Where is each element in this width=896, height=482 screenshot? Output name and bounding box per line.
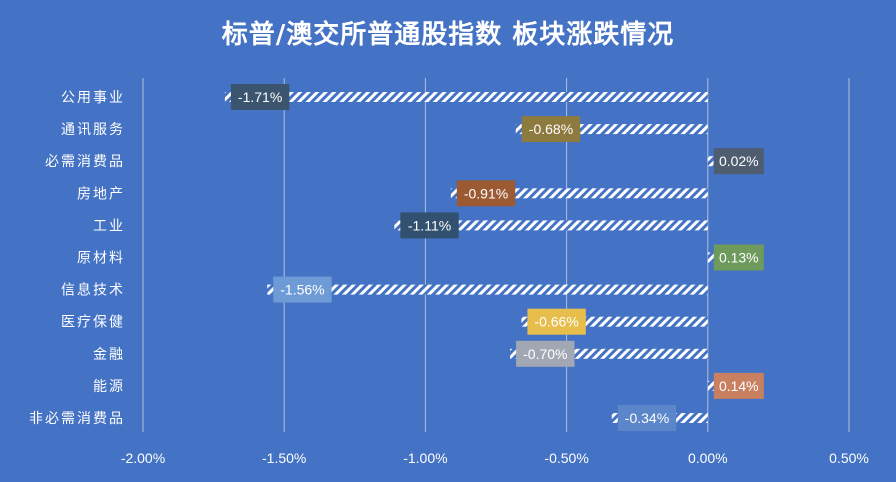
- data-label-box: [400, 212, 459, 239]
- category-label: 金融: [93, 347, 125, 363]
- bar: [267, 284, 708, 295]
- data-label: -0.66%: [527, 308, 586, 335]
- x-tick-label: 0.00%: [688, 450, 728, 466]
- data-label-box: [617, 405, 677, 431]
- x-tick-label: -1.00%: [403, 450, 447, 466]
- category-label: 医疗保健: [61, 315, 125, 331]
- bar: [450, 188, 708, 199]
- data-label-text: -0.34%: [625, 410, 669, 426]
- category-label: 工业: [93, 218, 125, 234]
- data-label: -1.56%: [273, 276, 332, 303]
- data-label-text: -0.66%: [534, 314, 578, 330]
- data-label-text: -0.68%: [529, 121, 573, 137]
- data-label-box: [521, 116, 581, 143]
- data-label-text: 0.13%: [719, 250, 759, 266]
- category-label: 公用事业: [61, 90, 125, 106]
- x-tick-label: 0.50%: [829, 450, 869, 466]
- data-label: -0.34%: [617, 405, 677, 431]
- data-label: -0.68%: [521, 116, 581, 143]
- data-label: 0.13%: [713, 244, 764, 271]
- data-label-text: -1.56%: [280, 282, 324, 298]
- category-label: 能源: [93, 379, 125, 395]
- category-label: 原材料: [77, 251, 125, 267]
- category-label: 非必需消费品: [29, 411, 125, 427]
- category-label: 信息技术: [61, 282, 125, 299]
- data-label: -0.91%: [456, 180, 516, 207]
- data-label-text: 0.14%: [719, 378, 759, 394]
- data-label-box: [456, 180, 516, 207]
- category-label: 房地产: [77, 186, 125, 202]
- data-label: -1.11%: [400, 212, 459, 239]
- data-label-box: [713, 244, 764, 271]
- data-label: 0.02%: [713, 148, 764, 175]
- bar: [521, 316, 708, 327]
- data-label-text: -0.91%: [464, 185, 508, 201]
- x-tick-label: -1.50%: [262, 450, 306, 466]
- bar: [510, 348, 708, 359]
- data-label-box: [527, 308, 586, 335]
- data-label: -1.71%: [230, 84, 290, 110]
- category-label: 通讯服务: [61, 122, 125, 138]
- data-label: 0.14%: [713, 372, 764, 399]
- data-label-box: [516, 340, 575, 367]
- data-label: -0.70%: [516, 340, 575, 367]
- data-label-box: [713, 372, 764, 399]
- data-label-text: -0.70%: [523, 346, 567, 362]
- x-tick-label: -2.00%: [121, 450, 165, 466]
- bar: [224, 92, 708, 102]
- category-label: 必需消费品: [45, 154, 125, 170]
- bar: [515, 124, 708, 135]
- bar: [707, 156, 714, 167]
- data-label-box: [273, 276, 332, 303]
- x-tick-label: -0.50%: [544, 450, 588, 466]
- data-label-box: [713, 148, 764, 175]
- data-label-text: -1.71%: [238, 89, 282, 105]
- data-label-box: [230, 84, 290, 110]
- data-label-text: -1.11%: [408, 217, 451, 233]
- data-label-text: 0.02%: [719, 153, 759, 169]
- chart-title: 标普/澳交所普通股指数 板块涨跌情况: [221, 20, 675, 50]
- bar: [394, 220, 708, 231]
